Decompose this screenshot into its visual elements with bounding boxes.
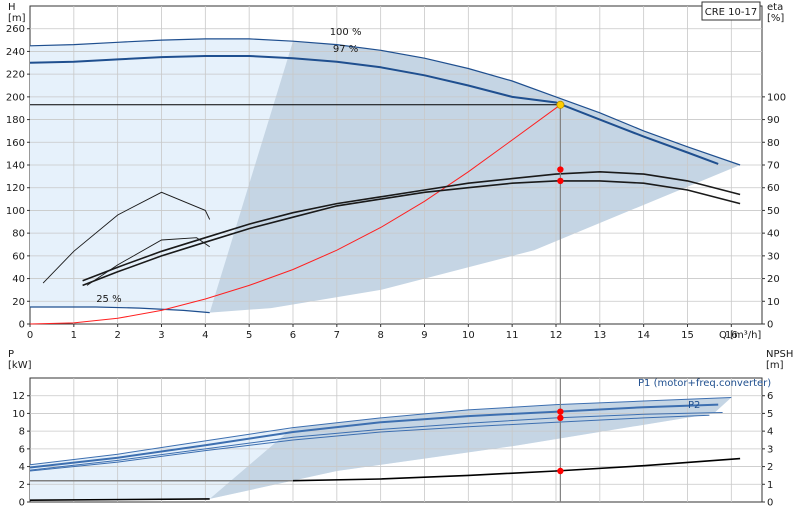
tick-label-y: 200 (6, 92, 25, 103)
chart-title: CRE 10-17 (705, 7, 758, 18)
power-marker (557, 467, 564, 475)
legend-p1: P1 (motor+freq.converter) (638, 378, 771, 389)
efficiency-marker (557, 166, 564, 173)
power-curve-P2-97 (29, 414, 710, 472)
tick-label-y-right: 0 (767, 320, 773, 331)
tick-label-y: 140 (6, 161, 25, 172)
tick-label-y: 120 (6, 183, 25, 194)
power-curve-25 (29, 498, 210, 501)
tick-label-y-right: 3 (767, 444, 773, 455)
tick-label-y: 160 (6, 138, 25, 149)
tick-label-y-right: 80 (767, 138, 780, 149)
tick-label-y: 12 (12, 391, 25, 402)
tick-label-y-right: 5 (767, 409, 773, 420)
tick-label-y: 240 (6, 47, 25, 58)
tick-label-x: 16 (725, 330, 738, 341)
tick-label-x: 0 (27, 330, 33, 341)
power-curve-P1-97 (29, 403, 719, 469)
tick-label-y-right: 70 (767, 161, 780, 172)
tick-label-x: 11 (506, 330, 519, 341)
tick-label-y: 60 (12, 251, 25, 262)
tick-label-y: 100 (6, 206, 25, 217)
tick-label-y: 0 (19, 320, 25, 331)
tick-label-y: 0 (19, 498, 25, 509)
power-marker (557, 414, 564, 422)
operating-area-dark (209, 41, 741, 313)
tick-label-y-right: 50 (767, 206, 780, 217)
tick-label-y-right: 6 (767, 391, 773, 402)
y-axis-label-right: eta [%] (767, 2, 784, 24)
tick-label-x: 12 (550, 330, 563, 341)
efficiency-marker (557, 177, 564, 185)
tick-label-x: 13 (593, 330, 606, 341)
power-marker (557, 408, 564, 415)
tick-label-x: 14 (637, 330, 650, 341)
tick-label-y-right: 20 (767, 274, 780, 285)
tick-label-y: 8 (19, 427, 25, 438)
y-axis-label: P [kW] (8, 349, 32, 371)
annotation-97: 97 % (333, 44, 358, 55)
head-flow-panel: 0204060801001201401601802002202402600102… (6, 1, 786, 341)
tick-label-x: 6 (290, 330, 296, 341)
tick-label-y-right: 60 (767, 183, 780, 194)
npsh-curve (292, 457, 741, 482)
annotation-25: 25 % (96, 294, 121, 305)
efficiency-curve-eta-97 (82, 180, 741, 287)
tick-label-x: 9 (421, 330, 427, 341)
tick-label-y-right: 100 (767, 92, 786, 103)
tick-label-y: 20 (12, 297, 25, 308)
tick-label-x: 5 (246, 330, 252, 341)
tick-label-y: 4 (19, 462, 25, 473)
tick-label-x: 7 (334, 330, 340, 341)
tick-label-x: 3 (158, 330, 164, 341)
tick-label-y: 220 (6, 70, 25, 81)
efficiency-curve-eta-100 (82, 170, 741, 282)
tick-label-y-right: 1 (767, 480, 773, 491)
efficiency-curve-eta-low (86, 237, 210, 286)
tick-label-x: 4 (202, 330, 208, 341)
tick-label-y-right: 4 (767, 427, 773, 438)
x-axis-label: Q [m³/h] (719, 330, 761, 341)
y-axis-label-right: NPSH [m] (766, 349, 793, 371)
tick-label-y-right: 90 (767, 115, 780, 126)
tick-label-y: 260 (6, 24, 25, 35)
title-box (701, 1, 761, 21)
power-curve-P2 (29, 412, 723, 471)
tick-label-y-right: 30 (767, 251, 780, 262)
tick-label-y: 40 (12, 274, 25, 285)
pump-curve-head-100 (29, 38, 741, 166)
pump-curve-head-97 (29, 55, 719, 165)
legend-p2: P2 (688, 400, 700, 411)
tick-label-y-right: 2 (767, 462, 773, 473)
system-curve (29, 104, 561, 325)
tick-label-x: 1 (71, 330, 77, 341)
tick-label-y: 6 (19, 444, 25, 455)
tick-label-y: 180 (6, 115, 25, 126)
tick-label-x: 15 (681, 330, 694, 341)
tick-label-x: 10 (462, 330, 475, 341)
pump-curve-head-25 (30, 306, 210, 314)
annotation-100: 100 % (330, 27, 362, 38)
tick-label-y: 2 (19, 480, 25, 491)
tick-label-x: 2 (114, 330, 120, 341)
tick-label-y: 80 (12, 229, 25, 240)
tick-label-y: 10 (12, 409, 25, 420)
tick-label-y-right: 10 (767, 297, 780, 308)
tick-label-x: 8 (377, 330, 383, 341)
tick-label-y-right: 0 (767, 498, 773, 509)
power-curve-P1-100 (29, 397, 732, 466)
efficiency-curve-eta-partial (42, 191, 211, 284)
y-axis-label: H [m] (8, 2, 26, 24)
tick-label-y-right: 40 (767, 229, 780, 240)
duty-point (556, 100, 565, 109)
